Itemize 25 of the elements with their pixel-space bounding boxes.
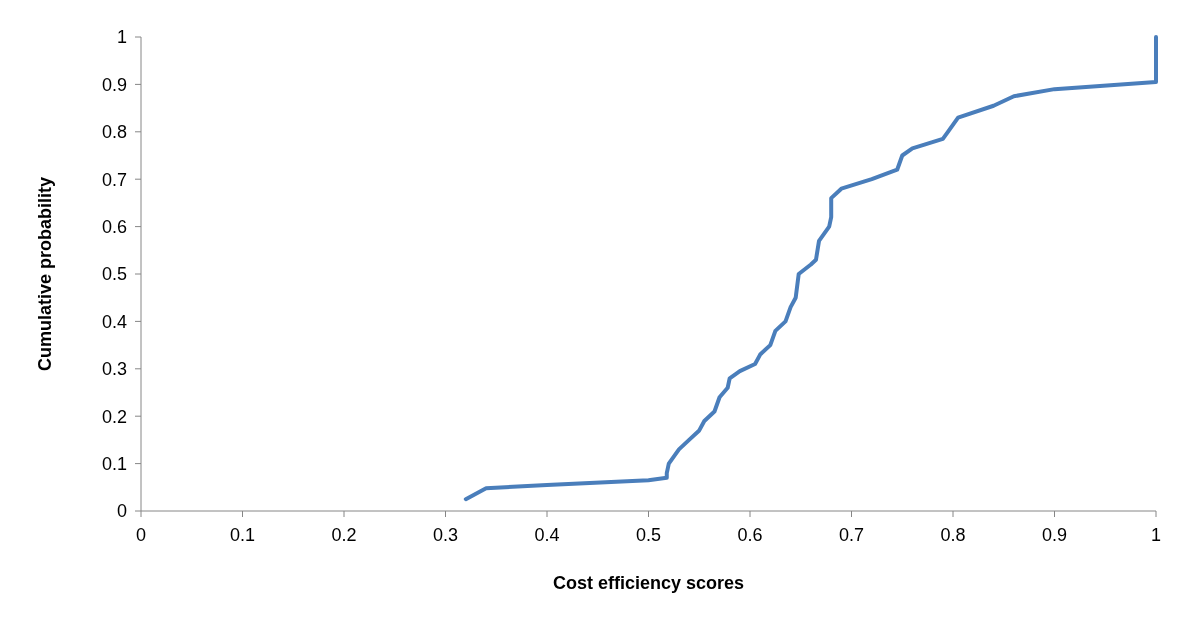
x-tick-label: 0.4 — [534, 525, 560, 545]
y-tick-label: 0.7 — [101, 169, 127, 190]
y-tick-label: 0.8 — [101, 122, 127, 143]
y-tick-label: 0 — [116, 501, 127, 522]
x-tick-label: 0.2 — [331, 525, 357, 545]
y-tick-label: 0.4 — [101, 311, 127, 332]
x-tick-label: 0.6 — [737, 525, 763, 545]
y-tick-label: 0.3 — [101, 359, 127, 380]
x-tick-label: 0.5 — [635, 525, 662, 545]
y-tick-label: 0.6 — [101, 216, 127, 237]
line-series — [463, 35, 1158, 502]
y-tick-label: 0.1 — [101, 453, 127, 474]
x-tick-label: 0.9 — [1041, 525, 1068, 545]
x-tick-label: 0.3 — [432, 525, 459, 545]
x-tick-label: 1 — [1150, 525, 1162, 545]
y-tick-label: 1 — [116, 27, 127, 48]
x-tick-label: 0.7 — [838, 525, 865, 545]
y-tick-label: 0.5 — [101, 264, 127, 285]
x-tick-label: 0 — [135, 525, 147, 545]
x-tick-label: 0.8 — [940, 525, 966, 545]
y-tick-label: 0.9 — [101, 74, 127, 95]
x-tick-label: 0.1 — [229, 525, 256, 545]
x-axis-title: Cost efficiency scores — [552, 573, 745, 593]
y-tick-label: 0.2 — [101, 406, 127, 427]
y-axis-title: Cumulative probability — [35, 176, 55, 372]
